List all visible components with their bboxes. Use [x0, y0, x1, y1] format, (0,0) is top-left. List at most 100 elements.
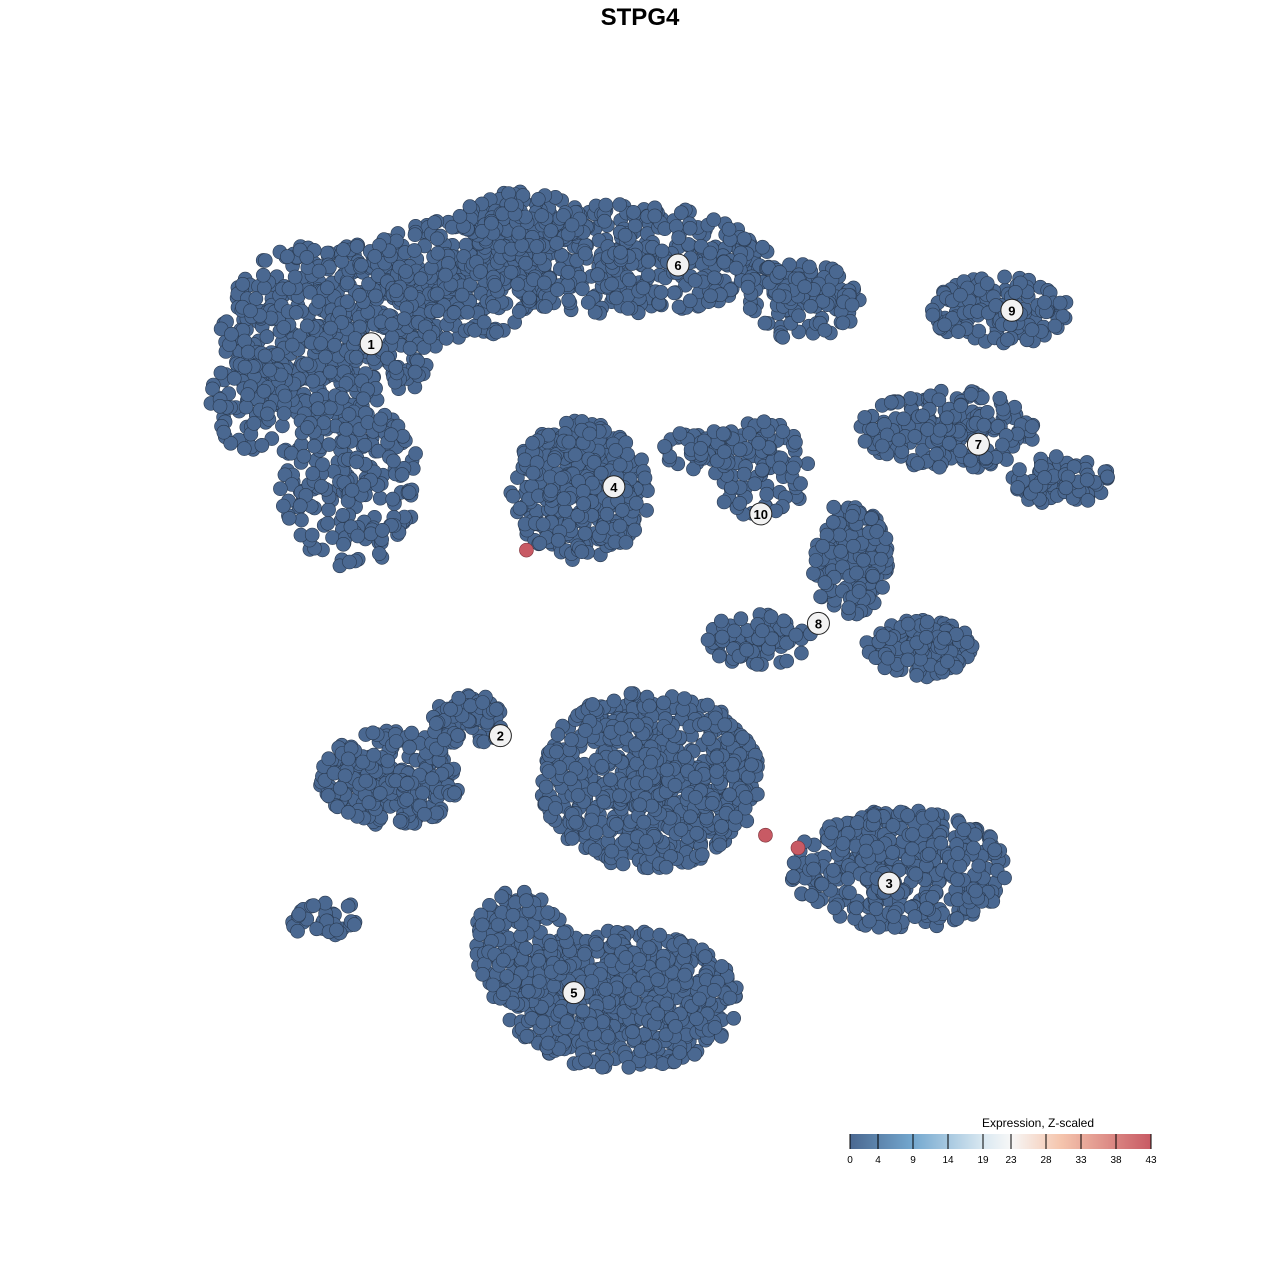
- point: [574, 544, 590, 560]
- point: [598, 981, 614, 997]
- point: [575, 281, 590, 297]
- point: [321, 437, 337, 452]
- point: [550, 532, 566, 548]
- point: [368, 288, 384, 304]
- point: [339, 294, 355, 309]
- point: [371, 546, 387, 561]
- point: [655, 956, 671, 972]
- point: [531, 974, 547, 989]
- point: [299, 318, 315, 334]
- point: [797, 279, 813, 295]
- point: [292, 498, 308, 514]
- point: [891, 432, 907, 448]
- point: [885, 818, 901, 833]
- point: [803, 298, 819, 314]
- point: [564, 217, 580, 233]
- point: [525, 465, 541, 481]
- point: [687, 770, 703, 785]
- point: [259, 406, 275, 422]
- point: [918, 823, 933, 839]
- point: [276, 320, 292, 335]
- point: [519, 1029, 535, 1044]
- point: [315, 457, 330, 472]
- point: [548, 801, 563, 816]
- point: [856, 552, 871, 568]
- point: [726, 1010, 742, 1026]
- point: [858, 843, 874, 859]
- point: [568, 814, 584, 830]
- point: [392, 813, 408, 829]
- point: [874, 438, 890, 454]
- point: [560, 264, 576, 280]
- point: [586, 782, 602, 797]
- point: [617, 227, 633, 243]
- point: [865, 568, 881, 584]
- point: [511, 225, 527, 241]
- point: [402, 340, 418, 356]
- point: [399, 792, 415, 807]
- point: [237, 441, 252, 456]
- point: [348, 349, 364, 365]
- point: [383, 427, 399, 443]
- point: [583, 1016, 599, 1032]
- point: [538, 779, 554, 795]
- point: [212, 398, 228, 414]
- point: [668, 1019, 683, 1034]
- point: [717, 717, 733, 733]
- point: [658, 859, 674, 875]
- point: [864, 511, 879, 526]
- point: [650, 972, 666, 988]
- point: [848, 900, 864, 916]
- point: [256, 383, 272, 399]
- point: [490, 917, 506, 933]
- point: [561, 434, 577, 450]
- point: [1049, 449, 1064, 464]
- point: [575, 484, 591, 499]
- point: [495, 952, 511, 968]
- point: [1037, 470, 1052, 485]
- point: [618, 950, 634, 965]
- point: [450, 728, 466, 743]
- point: [642, 698, 657, 714]
- point: [352, 287, 367, 303]
- point: [639, 926, 655, 942]
- point: [941, 435, 957, 451]
- point: [520, 983, 536, 999]
- point: [518, 893, 534, 909]
- point: [1010, 480, 1026, 495]
- point: [868, 901, 884, 917]
- point: [563, 771, 578, 787]
- point: [666, 285, 682, 301]
- point: [806, 861, 821, 877]
- point: [460, 305, 475, 320]
- point: [305, 466, 321, 481]
- point: [650, 1006, 666, 1022]
- point: [446, 305, 462, 320]
- point: [578, 1052, 593, 1068]
- point: [659, 762, 675, 778]
- point: [921, 846, 937, 862]
- point: [430, 303, 446, 319]
- point: [314, 479, 329, 494]
- point: [612, 518, 628, 534]
- point: [735, 730, 750, 745]
- point: [281, 510, 297, 526]
- point: [320, 280, 335, 296]
- point: [919, 901, 934, 916]
- point: [626, 205, 641, 220]
- point: [436, 732, 452, 748]
- point: [407, 364, 423, 380]
- point: [494, 889, 509, 905]
- points-layer: [203, 184, 1115, 1075]
- point: [907, 909, 923, 925]
- point: [340, 805, 356, 820]
- point: [883, 394, 899, 410]
- point: [291, 907, 307, 922]
- point: [827, 900, 842, 916]
- point: [323, 320, 338, 336]
- point: [636, 814, 652, 830]
- point: [273, 481, 288, 497]
- point: [380, 350, 395, 366]
- point: [638, 776, 654, 791]
- point: [846, 538, 861, 554]
